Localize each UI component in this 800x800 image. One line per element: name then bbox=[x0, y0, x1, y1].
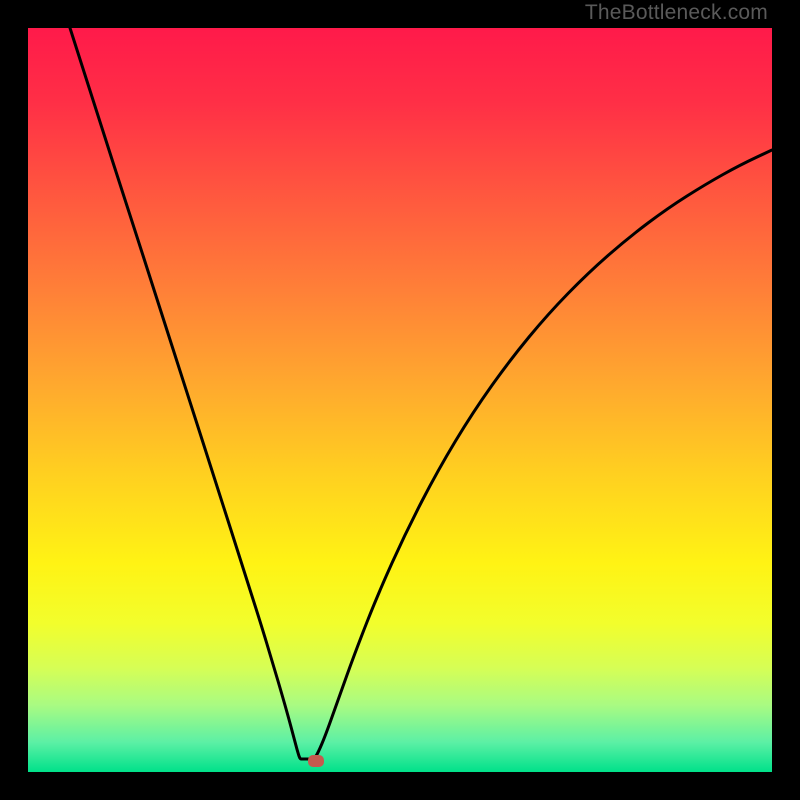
optimum-marker bbox=[306, 753, 326, 769]
plot-area bbox=[28, 28, 772, 772]
chart-frame: TheBottleneck.com bbox=[0, 0, 800, 800]
source-watermark: TheBottleneck.com bbox=[585, 1, 768, 25]
bottleneck-curve bbox=[28, 28, 772, 772]
